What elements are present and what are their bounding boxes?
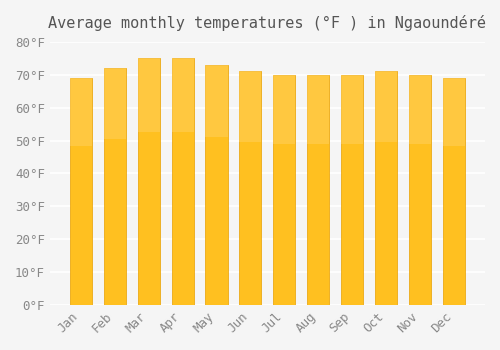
Title: Average monthly temperatures (°F ) in Ngaoundéré: Average monthly temperatures (°F ) in Ng…	[48, 15, 486, 31]
Bar	[409, 75, 432, 305]
Bar	[342, 75, 363, 144]
Bar	[172, 58, 194, 132]
Bar	[409, 75, 432, 144]
Bar	[104, 68, 126, 305]
Bar	[138, 58, 160, 132]
Bar	[342, 75, 363, 305]
Bar	[308, 75, 330, 144]
Bar	[375, 71, 398, 141]
Bar	[240, 71, 262, 305]
Bar	[206, 65, 228, 137]
Bar	[274, 75, 295, 144]
Bar	[308, 75, 330, 305]
Bar	[206, 65, 228, 305]
Bar	[104, 68, 126, 139]
Bar	[240, 71, 262, 141]
Bar	[70, 78, 92, 146]
Bar	[70, 78, 92, 305]
Bar	[375, 71, 398, 305]
Bar	[274, 75, 295, 305]
Bar	[443, 78, 465, 305]
Bar	[443, 78, 465, 146]
Bar	[138, 58, 160, 305]
Bar	[172, 58, 194, 305]
